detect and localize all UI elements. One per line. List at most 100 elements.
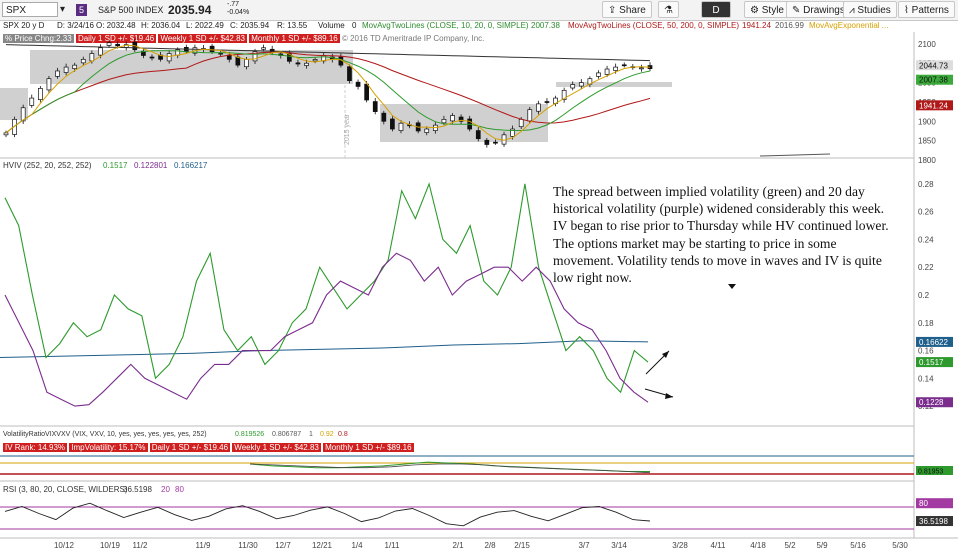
ma-50-line xyxy=(5,51,651,134)
rsi-panel-header: RSI (3, 80, 20, CLOSE, WILDERS) xyxy=(3,485,128,494)
date-tick-label: 12/21 xyxy=(312,541,333,550)
drawings-button[interactable]: ✎ Drawings xyxy=(786,1,851,18)
flask-button[interactable]: ⚗ xyxy=(658,1,679,18)
date-tick-label: 5/9 xyxy=(816,541,828,550)
mini-volume-line xyxy=(759,153,831,157)
change-box: -.77 -0.04% xyxy=(227,1,249,17)
annotation-text: The spread between implied volatility (g… xyxy=(553,184,889,286)
candle-body xyxy=(527,109,533,122)
candle-body xyxy=(72,64,78,69)
hv-tick-label: 0.26 xyxy=(918,208,934,217)
candle-body xyxy=(390,118,395,130)
candle-body xyxy=(493,141,498,144)
candle-body xyxy=(312,59,318,62)
chart-descriptor: SPX 20 y D xyxy=(3,21,45,30)
hv-tag-label: 0.16622 xyxy=(919,338,948,347)
candle-body xyxy=(441,119,447,124)
candle-body xyxy=(304,62,309,66)
candle-body xyxy=(3,132,9,136)
rsi-tag xyxy=(916,498,953,509)
candle-body xyxy=(55,70,60,77)
date-tick-label: 10/19 xyxy=(100,541,121,550)
date-tick-label: 2/8 xyxy=(484,541,496,550)
hv-tick-label: 0.24 xyxy=(918,235,934,244)
price-tick-label: 2100 xyxy=(918,40,936,49)
shade-band xyxy=(556,82,672,87)
candle-body xyxy=(364,83,369,101)
candle-body xyxy=(475,130,481,140)
timeframe-selector[interactable]: D xyxy=(701,1,731,18)
candle-body xyxy=(510,128,515,137)
rsi-tag-label: 80 xyxy=(919,499,928,508)
candle-body xyxy=(604,68,610,75)
date-tick-label: 5/16 xyxy=(850,541,866,550)
candle-body xyxy=(20,107,26,122)
ohlc-range: R: 13.55 xyxy=(277,21,308,30)
shade-box xyxy=(30,50,353,84)
symbol-input[interactable]: SPX xyxy=(2,2,58,17)
price-tag-label: 2044.73 xyxy=(919,61,948,70)
date-tick-label: 11/9 xyxy=(196,541,212,550)
share-button[interactable]: ⇪ Share xyxy=(602,1,652,18)
price-change-tag[interactable]: % Price Chng:2.33 xyxy=(3,34,74,43)
ma1-label[interactable]: MovAvgTwoLines (CLOSE, 10, 20, 0, SIMPLE… xyxy=(362,21,529,30)
vr-sd-daily: Daily 1 SD +/- $19.46 xyxy=(149,443,231,452)
ma2-value: 1941.24 xyxy=(742,21,771,30)
vr-value-5: 0.8 xyxy=(338,431,348,438)
annotation-arrowhead-up xyxy=(662,351,669,358)
vr-sd-weekly: Weekly 1 SD +/- $42.83 xyxy=(232,443,321,452)
patterns-button[interactable]: ⌇ Patterns xyxy=(898,1,955,18)
hv-tag-label: 0.1517 xyxy=(919,358,944,367)
study-bar: SPX 20 y D D: 3/24/16 O: 2032.48 H: 2036… xyxy=(0,20,958,31)
candle-body xyxy=(458,116,464,122)
candle-body xyxy=(372,101,378,112)
candle-body xyxy=(218,52,224,55)
hv-tick-label: 0.2 xyxy=(918,291,930,300)
hv-tag xyxy=(916,397,953,408)
link-badge[interactable]: 5 xyxy=(76,4,87,16)
vr-signal-line xyxy=(249,463,651,474)
candle-body xyxy=(106,42,112,46)
rsi-tag-label: 36.5198 xyxy=(919,517,948,526)
studies-icon: ⩘ xyxy=(849,5,858,16)
vr-sd-monthly: Monthly 1 SD +/- $89.16 xyxy=(323,443,414,452)
candle-body xyxy=(12,119,17,135)
candle-body xyxy=(235,56,241,66)
candle-body xyxy=(639,67,644,70)
candle-body xyxy=(484,139,490,145)
hv-tags: 0.16622 0.1517 0.1228 xyxy=(916,336,953,408)
symbol-dropdown-icon[interactable]: ▾ xyxy=(60,4,66,15)
hv-value-iv: 0.1517 xyxy=(103,161,128,170)
vr-value-4: 0.92 xyxy=(320,431,334,438)
date-axis: 10/12 10/19 11/2 11/9 11/30 12/7 12/21 1/4 1/11 2… xyxy=(54,541,908,550)
hv-value-hv252: 0.166217 xyxy=(174,161,208,170)
price-tag xyxy=(916,74,953,85)
volume-value: 0 xyxy=(352,21,357,30)
price-tag xyxy=(916,60,953,71)
gear-icon: ⚙ xyxy=(750,5,762,16)
candle-body xyxy=(115,43,120,47)
candle-body xyxy=(381,112,387,122)
date-tick-label: 5/2 xyxy=(784,541,796,550)
ma-200-line xyxy=(5,44,651,62)
ma2-value-2: 2016.99 xyxy=(775,21,804,30)
price-tags: 2044.73 2007.38 1941.24 xyxy=(916,60,953,111)
ma1-value: 2007.38 xyxy=(531,21,560,30)
candle-body xyxy=(261,47,266,50)
date-tick-label: 4/11 xyxy=(711,541,727,550)
ma-10-line xyxy=(5,44,651,141)
candle-body xyxy=(424,128,430,133)
vr-value-tag-text: 0.81953 xyxy=(918,469,943,476)
ohlc-close: C: 2035.94 xyxy=(230,21,270,30)
net-change: -.77 xyxy=(227,1,240,8)
ma2-label[interactable]: MovAvgTwoLines (CLOSE, 50, 200, 0, SIMPL… xyxy=(568,21,740,30)
rsi-upper-level: 80 xyxy=(175,485,184,494)
studies-button[interactable]: ⩘ Studies xyxy=(843,1,897,18)
candle-body xyxy=(561,89,567,100)
ma3-label[interactable]: MovAvgExponential ... xyxy=(809,21,889,30)
rsi-line xyxy=(4,502,651,527)
symbol-description: S&P 500 INDEX xyxy=(98,5,164,15)
vr-panel-header: VolatilityRatioVIXVXV (VIX, VXV, 10, yes… xyxy=(3,431,207,438)
ma-20-line xyxy=(5,50,651,134)
